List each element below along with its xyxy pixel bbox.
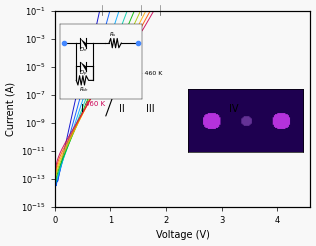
Text: ~140 K: ~140 K: [238, 114, 264, 120]
Text: I: I: [81, 104, 84, 114]
Text: 460 K: 460 K: [85, 101, 106, 107]
X-axis label: Voltage (V): Voltage (V): [156, 231, 210, 240]
Y-axis label: Current (A): Current (A): [6, 82, 15, 136]
Text: III: III: [146, 104, 155, 114]
Text: Temperature: 140 K to 460 K
(40 K increment): Temperature: 140 K to 460 K (40 K increm…: [71, 71, 162, 82]
Text: II: II: [118, 104, 125, 114]
Text: IV: IV: [229, 104, 239, 114]
